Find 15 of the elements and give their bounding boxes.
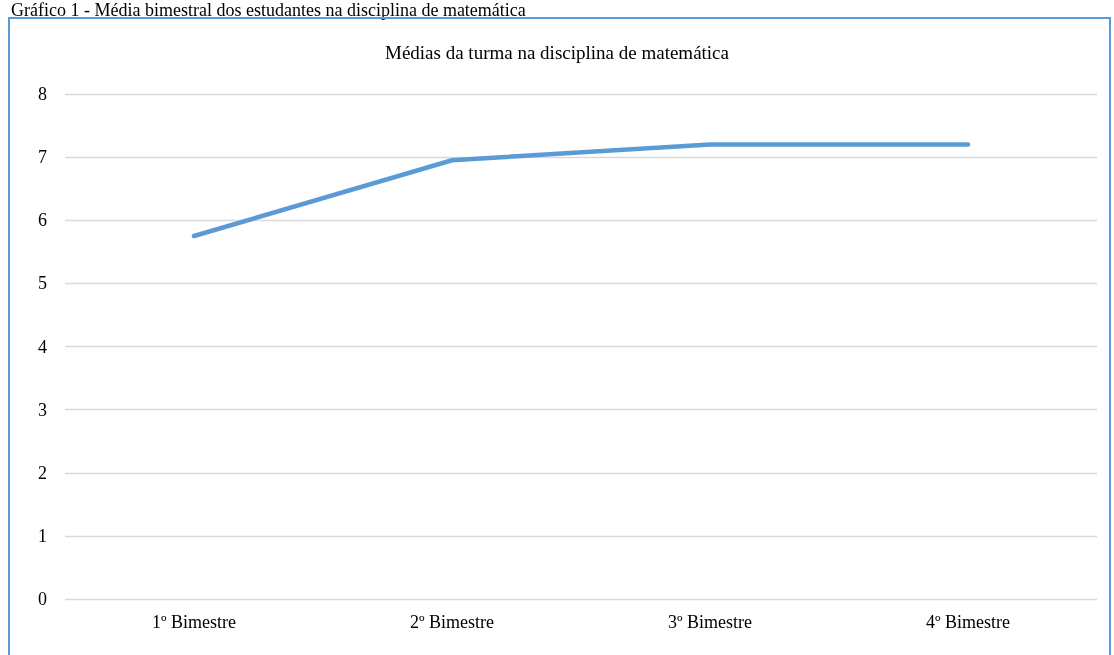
y-tick-label: 8 — [38, 84, 47, 104]
y-tick-label: 4 — [38, 336, 47, 357]
x-tick-label: 4º Bimestre — [925, 612, 1011, 632]
y-tick-label: 5 — [38, 273, 47, 294]
y-tick-label: 0 — [38, 589, 47, 609]
x-tick-label: 2º Bimestre — [409, 612, 495, 632]
y-tick-label: 3 — [38, 399, 47, 420]
x-tick-label: 3º Bimestre — [667, 612, 753, 632]
chart-title: Médias da turma na disciplina de matemática — [385, 42, 730, 63]
y-tick-label: 2 — [38, 462, 47, 483]
y-tick-label: 7 — [38, 147, 47, 168]
text: Gráfico 1 - Média bimestral dos estudantes na disciplina de matemática — [11, 0, 526, 20]
x-tick-label: 1º Bimestre — [151, 612, 237, 632]
y-tick-label: 6 — [38, 210, 47, 231]
y-tick-label: 1 — [38, 525, 47, 546]
